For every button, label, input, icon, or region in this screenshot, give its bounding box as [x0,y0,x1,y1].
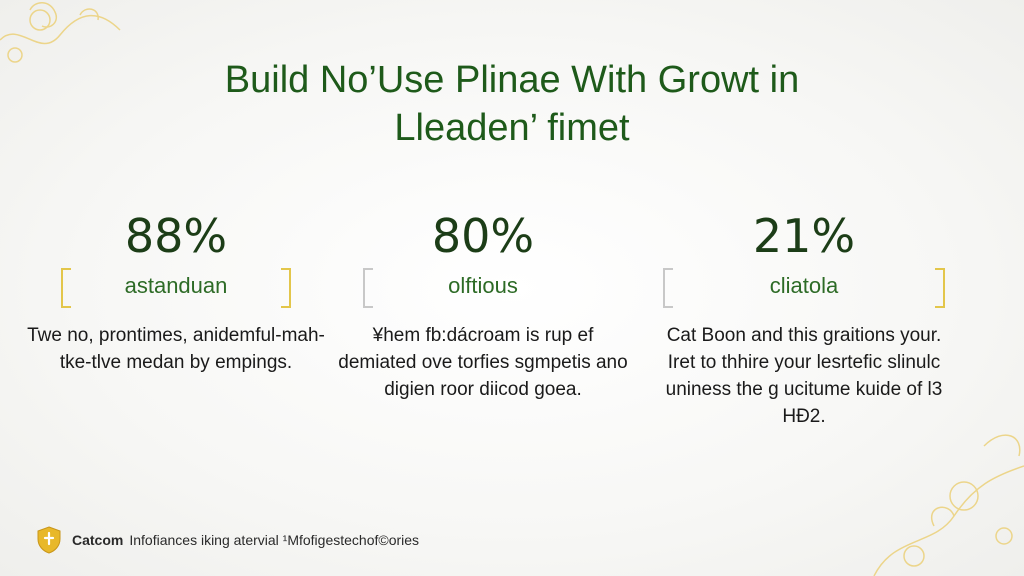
stat-label: astanduan [124,273,228,298]
stat-card: 80% olftious [333,208,633,308]
stat-card: 88% astanduan [26,208,326,308]
stat-value: 21% [752,209,856,263]
stat-label: olftious [448,273,518,298]
title-line-1: Build No’Use Plinae With Growt in [224,59,800,101]
footer-brand: Catcom [72,532,124,548]
title-line-2: Lleaden’ fimet [394,107,630,149]
floral-decoration-icon [0,2,121,63]
bracket-right [935,268,945,308]
stat-label-box: cliatola [663,268,945,308]
stat-card: 21% cliatola [654,208,954,308]
stat-label: cliatola [769,273,839,298]
footer-text: Infofiances iking atervial ¹Mfofigestech… [129,532,420,548]
stat-description: Twe no, prontimes, anidemful-mah-tke-tlv… [27,325,325,373]
floral-decoration-icon [873,434,1024,576]
stat-description: Cat Boon and this graitions your. Iret t… [665,325,943,427]
stat-value: 88% [124,209,228,263]
bracket-left [663,268,673,308]
bracket-right [593,268,603,308]
stat-description: ¥hem fb:dácroam is rup ef demiated ove t… [338,325,628,400]
stat-label-box: olftious [363,268,603,308]
stat-value: 80% [431,209,535,263]
bracket-left [363,268,373,308]
stat-label-box: astanduan [61,268,291,308]
page-title: Build No’Use Plinae With Growt in Lleade… [0,56,1024,152]
footer: Catcom Infofiances iking atervial ¹Mfofi… [36,526,419,554]
bracket-left [61,268,71,308]
bracket-right [281,268,291,308]
shield-icon [37,526,61,554]
